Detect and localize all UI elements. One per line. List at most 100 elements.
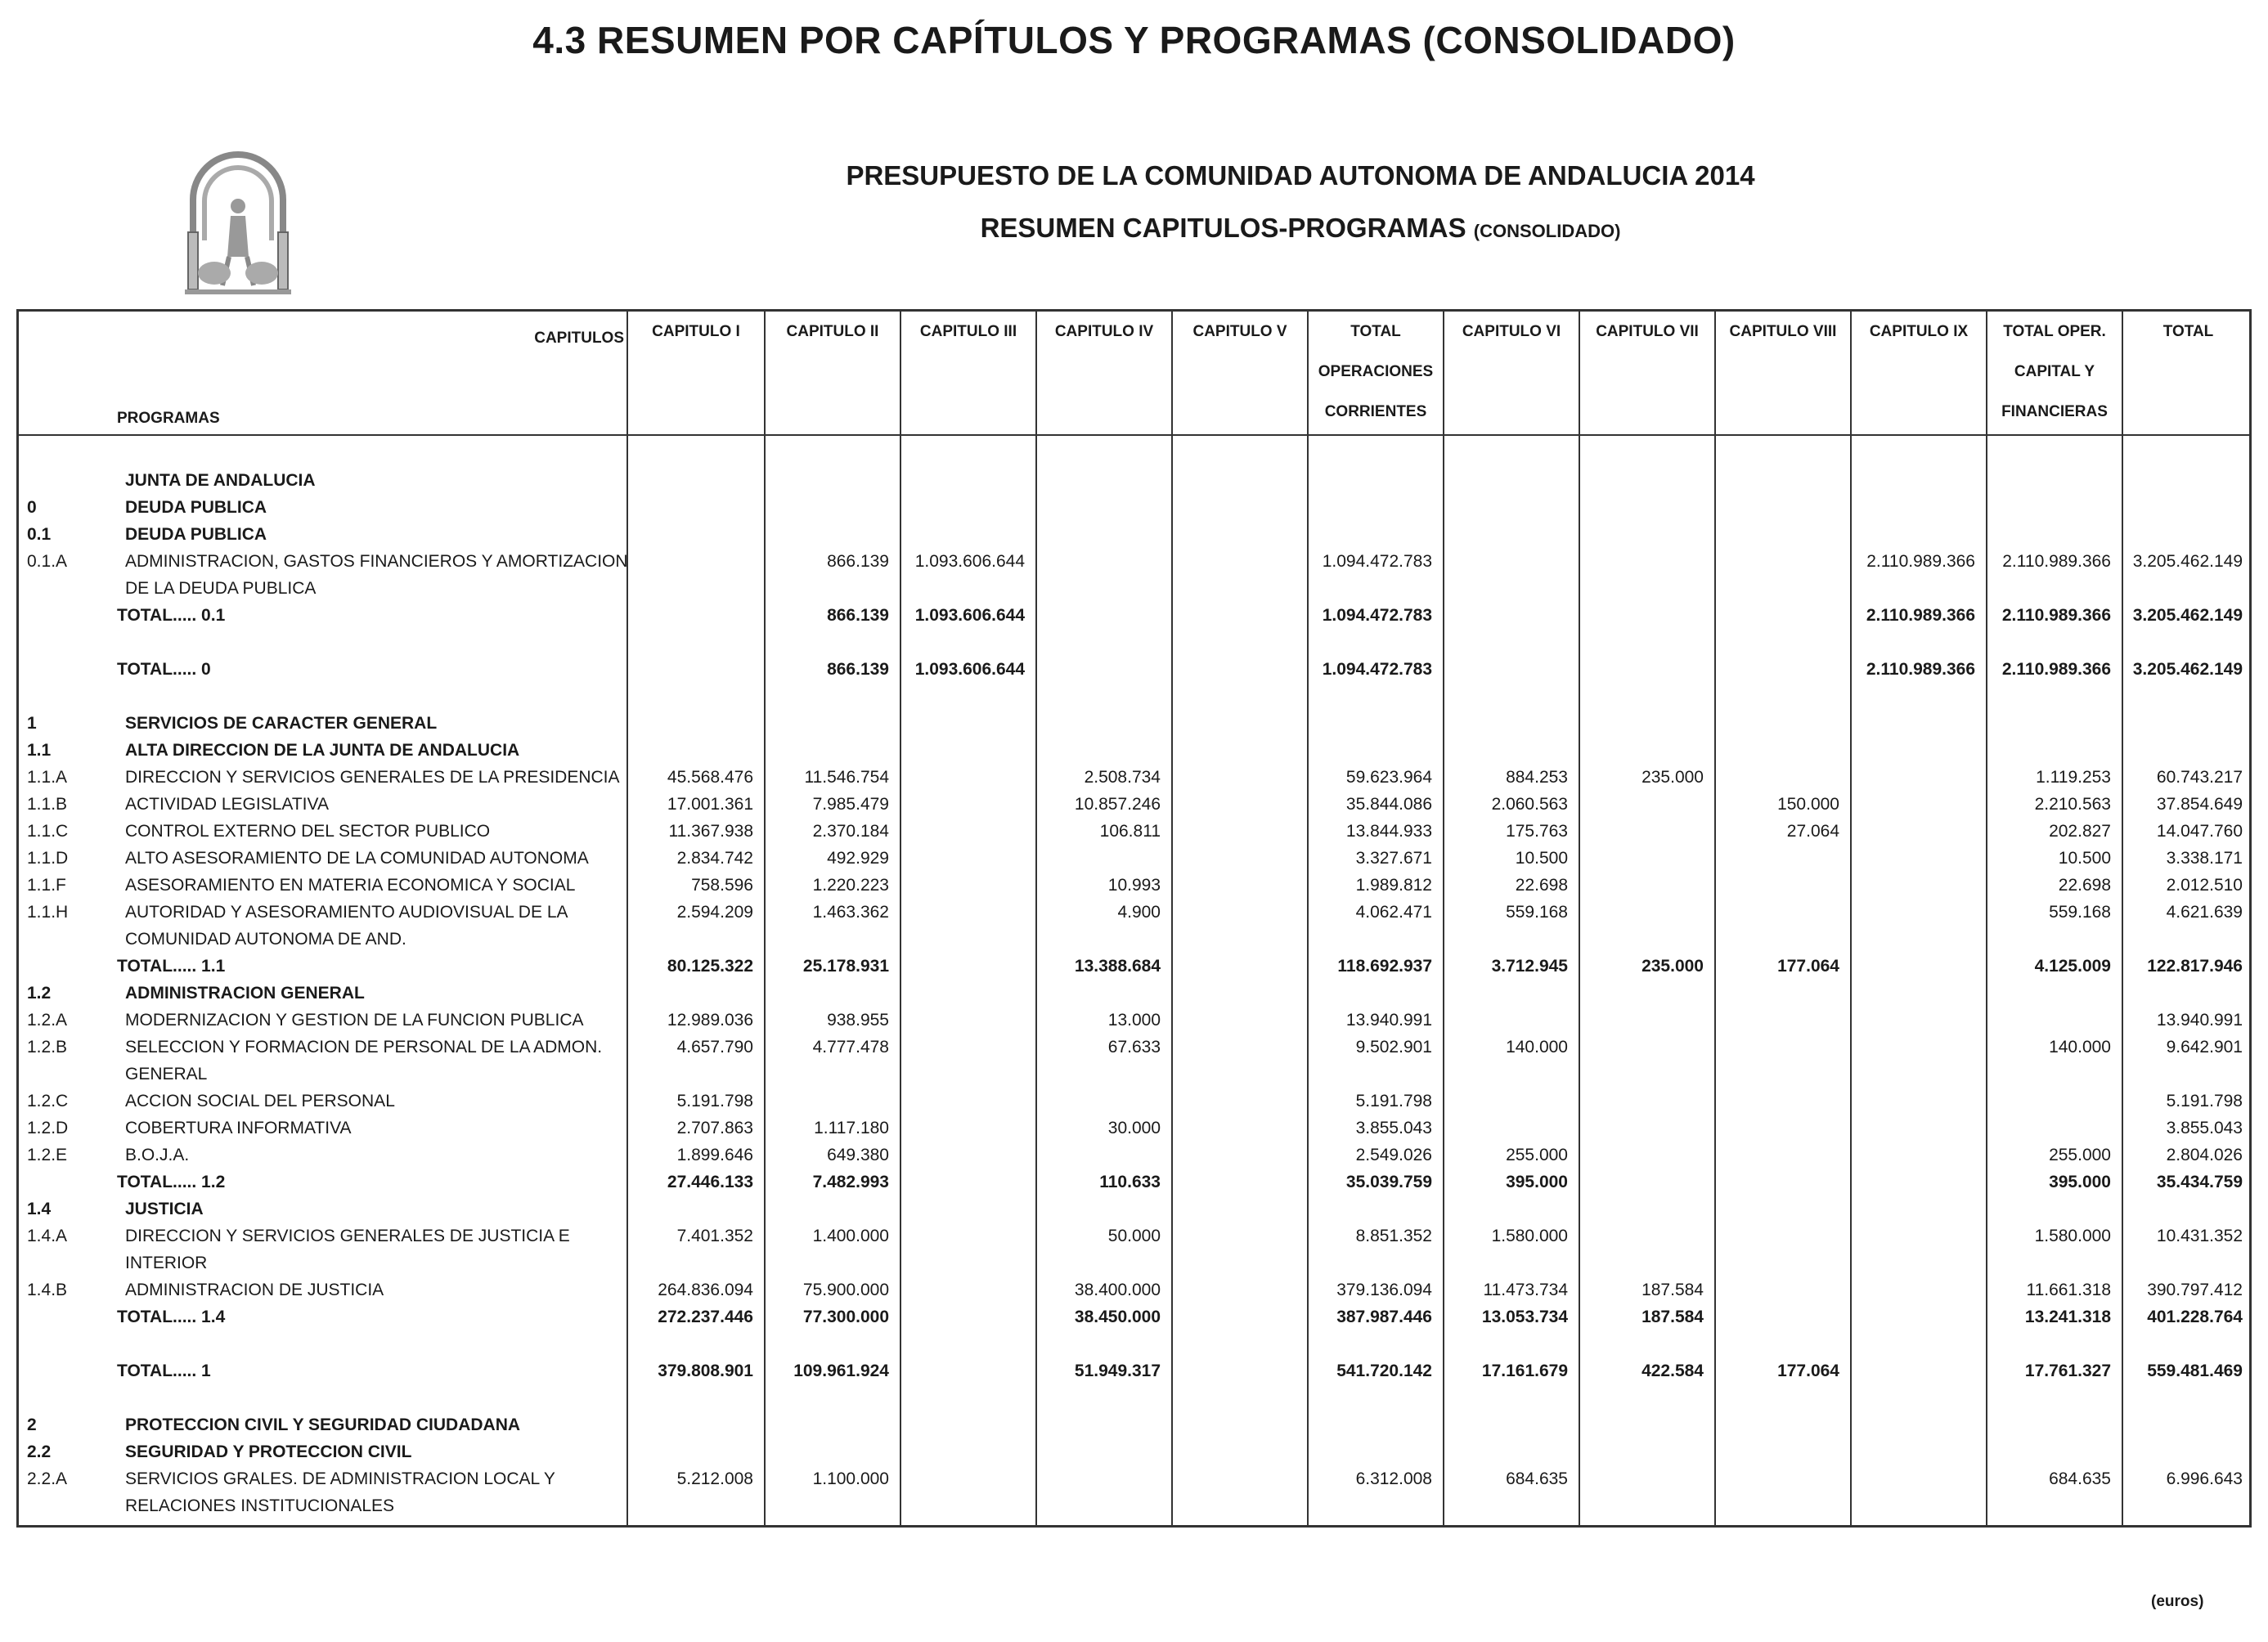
amount-cell: 4.125.009 <box>2034 957 2111 976</box>
amount-cell: 187.584 <box>1641 1281 1704 1299</box>
column-header-6-line-2: OPERACIONES <box>1318 363 1434 380</box>
total-row: TOTAL..... 1.4 272.237.446 77.300.000 38.45… <box>19 1303 2249 1330</box>
table-row: 1.4.A DIRECCION Y SERVICIOS GENERALES DE … <box>19 1223 2249 1249</box>
program-label: SEGURIDAD Y PROTECCION CIVIL <box>125 1442 412 1461</box>
column-header-11-line-2: CAPITAL Y <box>2014 363 2095 380</box>
program-label: TOTAL..... 1 <box>117 1362 211 1380</box>
amount-cell: 35.039.759 <box>1345 1173 1432 1191</box>
amount-cell: 1.117.180 <box>814 1119 889 1137</box>
program-code: 1.4.A <box>27 1227 68 1245</box>
table-row: 1.1.A DIRECCION Y SERVICIOS GENERALES DE … <box>19 764 2249 791</box>
amount-cell: 2.012.510 <box>2166 876 2243 895</box>
amount-cell: 492.929 <box>827 849 889 868</box>
table-row: 1.2.A MODERNIZACION Y GESTION DE LA FUNCI… <box>19 1007 2249 1034</box>
budget-table: CAPITULOS PROGRAMAS CAPITULO I CAPITULO I… <box>16 309 2252 1528</box>
amount-cell: 1.580.000 <box>2034 1227 2111 1245</box>
amount-cell: 684.635 <box>1506 1469 1568 1488</box>
column-header-11-line-3: FINANCIERAS <box>2001 403 2108 420</box>
program-code: 2.2.A <box>27 1469 68 1488</box>
amount-cell: 235.000 <box>1641 768 1704 787</box>
amount-cell: 187.584 <box>1641 1308 1704 1326</box>
amount-cell: 45.568.476 <box>667 768 753 787</box>
amount-cell: 13.000 <box>1107 1011 1161 1030</box>
amount-cell: 7.401.352 <box>676 1227 753 1245</box>
program-label: CONTROL EXTERNO DEL SECTOR PUBLICO <box>125 822 491 841</box>
column-header-1-line-1: CAPITULO I <box>652 323 740 340</box>
column-header-7-line-1: CAPITULO VI <box>1462 323 1561 340</box>
table-row: 1.2.D COBERTURA INFORMATIVA 2.707.863 1.117… <box>19 1115 2249 1142</box>
unit-note: (euros) <box>2151 1593 2204 1610</box>
column-divider <box>1579 312 1580 1525</box>
table-row: 0.1.A ADMINISTRACION, GASTOS FINANCIEROS … <box>19 548 2249 575</box>
program-label: COMUNIDAD AUTONOMA DE AND. <box>125 930 406 949</box>
amount-cell: 4.777.478 <box>812 1038 889 1057</box>
amount-cell: 110.633 <box>1099 1173 1161 1191</box>
amount-cell: 3.855.043 <box>1355 1119 1432 1137</box>
program-code: 0 <box>27 498 37 517</box>
total-row: TOTAL..... 0 866.139 1.093.606.644 1.094.47… <box>19 656 2249 683</box>
column-divider <box>1171 312 1173 1525</box>
program-label: ASESORAMIENTO EN MATERIA ECONOMICA Y SOC… <box>125 876 576 895</box>
amount-cell: 5.191.798 <box>676 1092 753 1110</box>
amount-cell: 541.720.142 <box>1336 1362 1432 1380</box>
amount-cell: 401.228.764 <box>2147 1308 2243 1326</box>
amount-cell: 379.136.094 <box>1336 1281 1432 1299</box>
amount-cell: 264.836.094 <box>658 1281 753 1299</box>
program-label: TOTAL..... 1.1 <box>117 957 226 976</box>
program-code: 1 <box>27 714 37 733</box>
amount-cell: 60.743.217 <box>2156 768 2243 787</box>
amount-cell: 17.761.327 <box>2024 1362 2111 1380</box>
program-code: 1.1.A <box>27 768 68 787</box>
amount-cell: 22.698 <box>2058 876 2111 895</box>
amount-cell: 2.110.989.366 <box>2001 606 2111 625</box>
amount-cell: 3.855.043 <box>2166 1119 2243 1137</box>
amount-cell: 1.093.606.644 <box>914 606 1025 625</box>
program-label: JUNTA DE ANDALUCIA <box>125 471 316 490</box>
table-row <box>19 629 2249 656</box>
table-row: 1.1.H AUTORIDAD Y ASESORAMIENTO AUDIOVISU… <box>19 899 2249 926</box>
amount-cell: 1.400.000 <box>812 1227 889 1245</box>
program-code: 1.2.D <box>27 1119 69 1137</box>
amount-cell: 2.834.742 <box>676 849 753 868</box>
amount-cell: 9.642.901 <box>2166 1038 2243 1057</box>
program-label: ACTIVIDAD LEGISLATIVA <box>125 795 329 814</box>
amount-cell: 1.580.000 <box>1491 1227 1568 1245</box>
program-code: 0.1 <box>27 525 52 544</box>
total-row: TOTAL..... 1.1 80.125.322 25.178.931 13.388… <box>19 953 2249 980</box>
subheading-qualifier: (CONSOLIDADO) <box>1473 221 1621 241</box>
program-label: ALTO ASESORAMIENTO DE LA COMUNIDAD AUTON… <box>125 849 589 868</box>
column-header-12-line-1: TOTAL <box>2162 323 2214 340</box>
program-label: MODERNIZACION Y GESTION DE LA FUNCION PU… <box>125 1011 584 1030</box>
program-code: 1.2.A <box>27 1011 68 1030</box>
amount-cell: 11.661.318 <box>2026 1281 2111 1299</box>
amount-cell: 2.060.563 <box>1491 795 1568 814</box>
amount-cell: 59.623.964 <box>1345 768 1432 787</box>
program-label: ACCION SOCIAL DEL PERSONAL <box>125 1092 395 1110</box>
column-divider <box>627 312 628 1525</box>
document-subtitle: PRESUPUESTO DE LA COMUNIDAD AUTONOMA DE … <box>846 160 1755 191</box>
table-row: 0.1 DEUDA PUBLICA <box>19 521 2249 548</box>
amount-cell: 3.205.462.149 <box>2132 606 2243 625</box>
program-code: 1.1.B <box>27 795 68 814</box>
amount-cell: 3.712.945 <box>1491 957 1568 976</box>
amount-cell: 35.844.086 <box>1345 795 1432 814</box>
column-header-2-line-1: CAPITULO II <box>786 323 879 340</box>
amount-cell: 390.797.412 <box>2147 1281 2243 1299</box>
column-header-5-line-1: CAPITULO V <box>1192 323 1287 340</box>
amount-cell: 866.139 <box>827 660 889 679</box>
column-divider <box>764 312 766 1525</box>
amount-cell: 38.450.000 <box>1074 1308 1161 1326</box>
amount-cell: 14.047.760 <box>2156 822 2243 841</box>
amount-cell: 8.851.352 <box>1355 1227 1432 1245</box>
table-row: 1.1.B ACTIVIDAD LEGISLATIVA 17.001.361 7.98… <box>19 791 2249 818</box>
program-code: 2.2 <box>27 1442 52 1461</box>
column-header-8-line-1: CAPITULO VII <box>1596 323 1699 340</box>
amount-cell: 1.989.812 <box>1355 876 1432 895</box>
amount-cell: 866.139 <box>827 606 889 625</box>
column-divider <box>900 312 901 1525</box>
amount-cell: 175.763 <box>1506 822 1568 841</box>
amount-cell: 77.300.000 <box>802 1308 889 1326</box>
amount-cell: 2.110.989.366 <box>1866 660 1975 679</box>
amount-cell: 10.500 <box>2058 849 2111 868</box>
program-code: 1.1.C <box>27 822 69 841</box>
